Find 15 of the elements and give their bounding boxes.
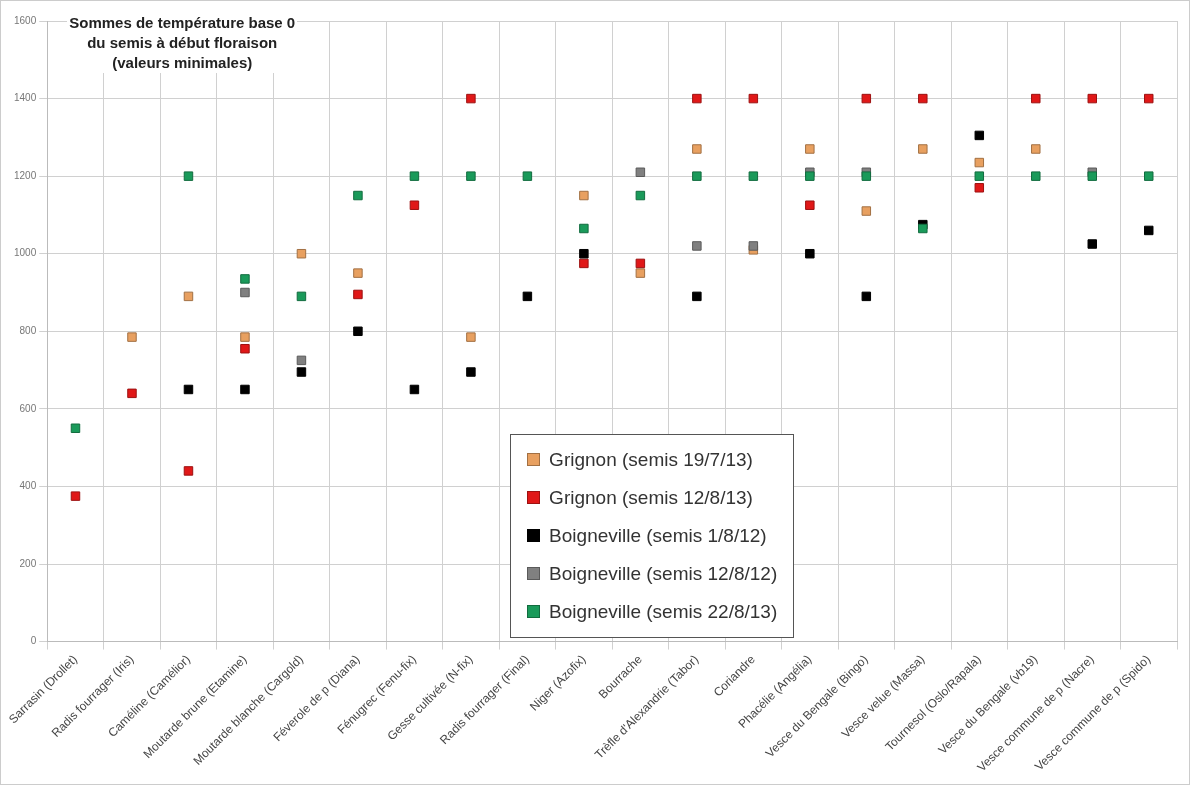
y-tick-label: 1600 [14,14,37,26]
legend-label: Boigneville (semis 22/8/13) [549,600,778,623]
y-tick-label: 400 [19,480,37,492]
text: Sommes de température base 0 du semis à début floraison (valeurs minimales) [67,13,298,73]
y-tick-label: 800 [19,325,37,337]
legend-label: Boigneville (semis 1/8/12) [549,524,767,547]
legend-label: Boigneville (semis 12/8/12) [549,562,778,585]
y-tick-label: 200 [19,557,37,569]
y-tick-label: 1200 [14,169,37,181]
y-tick-label: 600 [19,402,37,414]
y-tick-label: 0 [30,635,37,647]
legend-label: Grignon (semis 19/7/13) [549,448,753,471]
legend-label: Grignon (semis 12/8/13) [549,486,753,509]
y-tick-label: 1000 [14,247,37,259]
y-tick-label: 1400 [14,92,37,104]
